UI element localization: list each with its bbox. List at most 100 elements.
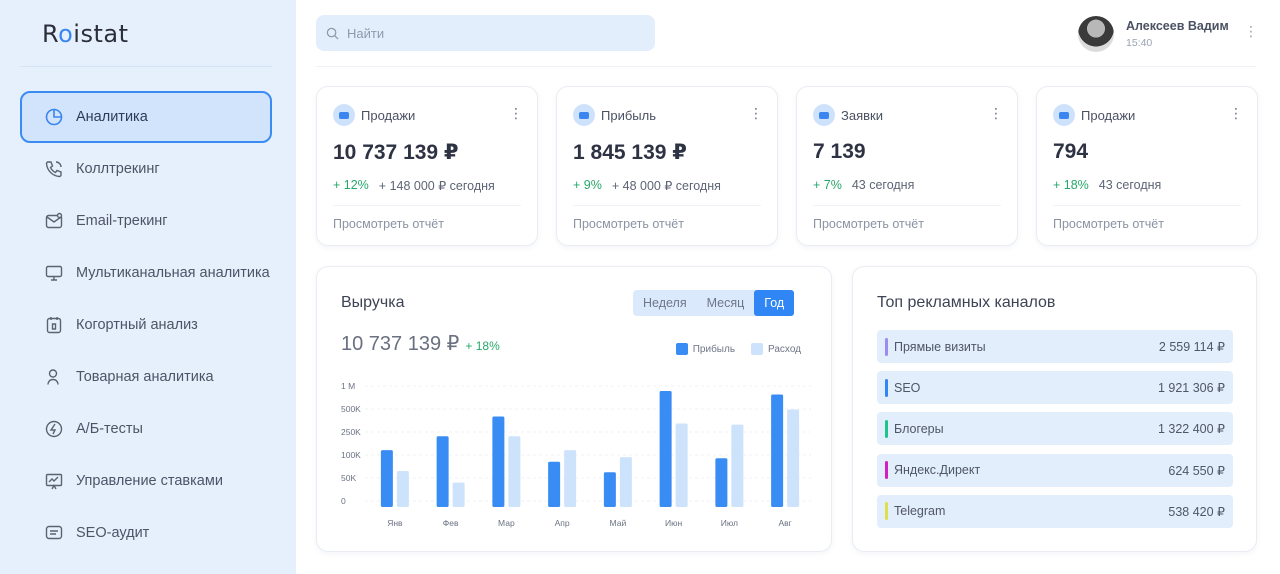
- ads-list: Прямые визиты 2 559 114 ₽ SEO 1 921 306 ₽ Бл…: [877, 330, 1233, 536]
- phone-icon: [45, 161, 62, 178]
- sidebar-item-label: Коллтрекинг: [76, 161, 160, 177]
- more-icon[interactable]: ⋮: [749, 105, 763, 121]
- channel-color-bar: [885, 461, 888, 480]
- robot-icon: [333, 104, 355, 126]
- card-header: Прибыль: [573, 104, 656, 126]
- view-report-link[interactable]: Просмотреть отчёт: [1053, 217, 1164, 231]
- channel-name: Яндекс.Директ: [894, 463, 981, 478]
- channel-value: 624 550 ₽: [1168, 463, 1225, 478]
- card-delta: + 12% + 148 000 ₽ сегодня: [333, 178, 495, 193]
- user-name: Алексеев Вадим: [1126, 19, 1229, 33]
- logo[interactable]: Roistat: [42, 20, 129, 48]
- card-today: 43 сегодня: [851, 178, 915, 192]
- ad-channel-row[interactable]: Яндекс.Директ 624 550 ₽: [877, 453, 1233, 487]
- sidebar-item-label: Управление ставками: [76, 473, 223, 489]
- y-tick-label: 500K: [341, 404, 361, 414]
- x-tick-label: Авг: [778, 518, 791, 528]
- search-bar: [316, 15, 655, 51]
- y-tick-label: 100K: [341, 450, 361, 460]
- user-profile[interactable]: Алексеев Вадим 15:40: [1078, 16, 1229, 52]
- more-icon[interactable]: ⋮: [509, 105, 523, 121]
- bar-expense[interactable]: [675, 423, 688, 507]
- bar-profit[interactable]: [436, 436, 449, 507]
- robot-icon: [1053, 104, 1075, 126]
- more-icon[interactable]: ⋮: [1229, 105, 1243, 121]
- card-value: 794: [1053, 140, 1089, 163]
- stat-card: Прибыль ⋮ 1 845 139 ₽ + 9% + 48 000 ₽ сегодн…: [556, 86, 778, 246]
- x-tick-label: Янв: [387, 518, 403, 528]
- sidebar-item-cohort[interactable]: Когортный анализ: [20, 299, 272, 351]
- presentation-icon: [45, 473, 63, 490]
- divider: [573, 205, 761, 206]
- bar-expense[interactable]: [731, 424, 744, 507]
- bar-profit[interactable]: [715, 458, 728, 507]
- channel-value: 538 420 ₽: [1168, 504, 1225, 519]
- sidebar-item-seo-audit[interactable]: SEO-аудит: [20, 507, 272, 559]
- sidebar-item-email-tracking[interactable]: Email-трекинг: [20, 195, 272, 247]
- sidebar-item-label: Когортный анализ: [76, 317, 198, 333]
- card-title: Продажи: [361, 107, 416, 123]
- legend-swatch: [675, 343, 688, 355]
- card-today: 43 сегодня: [1098, 178, 1162, 192]
- ad-channel-row[interactable]: Блогеры 1 322 400 ₽: [877, 412, 1233, 446]
- bar-expense[interactable]: [619, 457, 632, 507]
- sidebar-item-label: SEO-аудит: [76, 525, 150, 541]
- bar-expense[interactable]: [396, 471, 409, 507]
- sidebar-item-label: А/Б-тесты: [76, 421, 143, 437]
- sidebar-item-multichannel[interactable]: Мультиканальная аналитика: [20, 247, 272, 299]
- calendar-icon: [46, 317, 62, 334]
- ad-channel-row[interactable]: SEO 1 921 306 ₽: [877, 371, 1233, 405]
- divider: [813, 205, 1001, 206]
- stat-card: Продажи ⋮ 10 737 139 ₽ + 12% + 148 000 ₽ сег…: [316, 86, 538, 246]
- bar-expense[interactable]: [564, 450, 577, 507]
- legend-item-profit: Прибыль: [675, 343, 735, 355]
- revenue-title: Выручка: [341, 294, 405, 311]
- ad-channel-row[interactable]: Telegram 538 420 ₽: [877, 494, 1233, 528]
- bar-profit[interactable]: [492, 416, 505, 507]
- bar-profit[interactable]: [603, 472, 616, 507]
- ab-test-icon: [45, 420, 63, 438]
- user-menu-icon[interactable]: ⋮: [1244, 23, 1258, 39]
- card-header: Продажи: [333, 104, 415, 126]
- top-ad-channels-panel: Топ рекламных каналов Прямые визиты 2 559…: [852, 266, 1257, 552]
- channel-value: 2 559 114 ₽: [1158, 340, 1225, 354]
- ad-channel-row[interactable]: Прямые визиты 2 559 114 ₽: [877, 330, 1233, 363]
- card-today: + 48 000 ₽ сегодня: [611, 179, 721, 193]
- x-tick-label: Июл: [721, 518, 738, 528]
- more-icon[interactable]: ⋮: [989, 105, 1003, 121]
- bar-profit[interactable]: [548, 461, 561, 507]
- card-delta: + 18% 43 сегодня: [1053, 178, 1161, 192]
- divider: [316, 66, 1256, 67]
- view-report-link[interactable]: Просмотреть отчёт: [333, 217, 444, 231]
- x-tick-label: Мар: [498, 518, 515, 528]
- bar-expense[interactable]: [452, 482, 465, 507]
- card-value: 10 737 139 ₽: [333, 141, 459, 164]
- period-month[interactable]: Месяц: [706, 296, 745, 310]
- divider: [1053, 205, 1241, 206]
- sidebar-item-bid-management[interactable]: Управление ставками: [20, 455, 272, 507]
- bar-profit[interactable]: [659, 391, 672, 507]
- avatar[interactable]: [1078, 16, 1114, 52]
- bar-expense[interactable]: [508, 436, 521, 507]
- mail-icon: [45, 212, 63, 229]
- bar-expense[interactable]: [787, 409, 800, 507]
- view-report-link[interactable]: Просмотреть отчёт: [573, 217, 684, 231]
- sidebar-item-ab-tests[interactable]: А/Б-тесты: [20, 403, 272, 455]
- logo-text: Roistat: [42, 20, 129, 48]
- card-delta: + 9% + 48 000 ₽ сегодня: [573, 178, 721, 193]
- sidebar-item-calltracking[interactable]: Коллтрекинг: [20, 143, 272, 195]
- sidebar-item-product-analytics[interactable]: Товарная аналитика: [20, 351, 272, 403]
- view-report-link[interactable]: Просмотреть отчёт: [813, 217, 924, 231]
- legend-label: Расход: [768, 343, 801, 355]
- channel-name: Telegram: [894, 504, 946, 519]
- bar-profit[interactable]: [771, 394, 784, 507]
- period-year[interactable]: Год: [754, 290, 795, 316]
- card-delta-percent: + 7%: [813, 178, 842, 192]
- bar-profit[interactable]: [380, 450, 393, 507]
- sidebar-item-label: Мультиканальная аналитика: [76, 265, 270, 281]
- sidebar-item-analytics[interactable]: Аналитика: [20, 91, 272, 143]
- search-input[interactable]: [347, 25, 627, 41]
- sidebar-item-label: Аналитика: [76, 109, 148, 125]
- period-week[interactable]: Неделя: [643, 296, 687, 310]
- stat-card: Заявки ⋮ 7 139 + 7% 43 сегодня Просмотреть от…: [796, 86, 1018, 246]
